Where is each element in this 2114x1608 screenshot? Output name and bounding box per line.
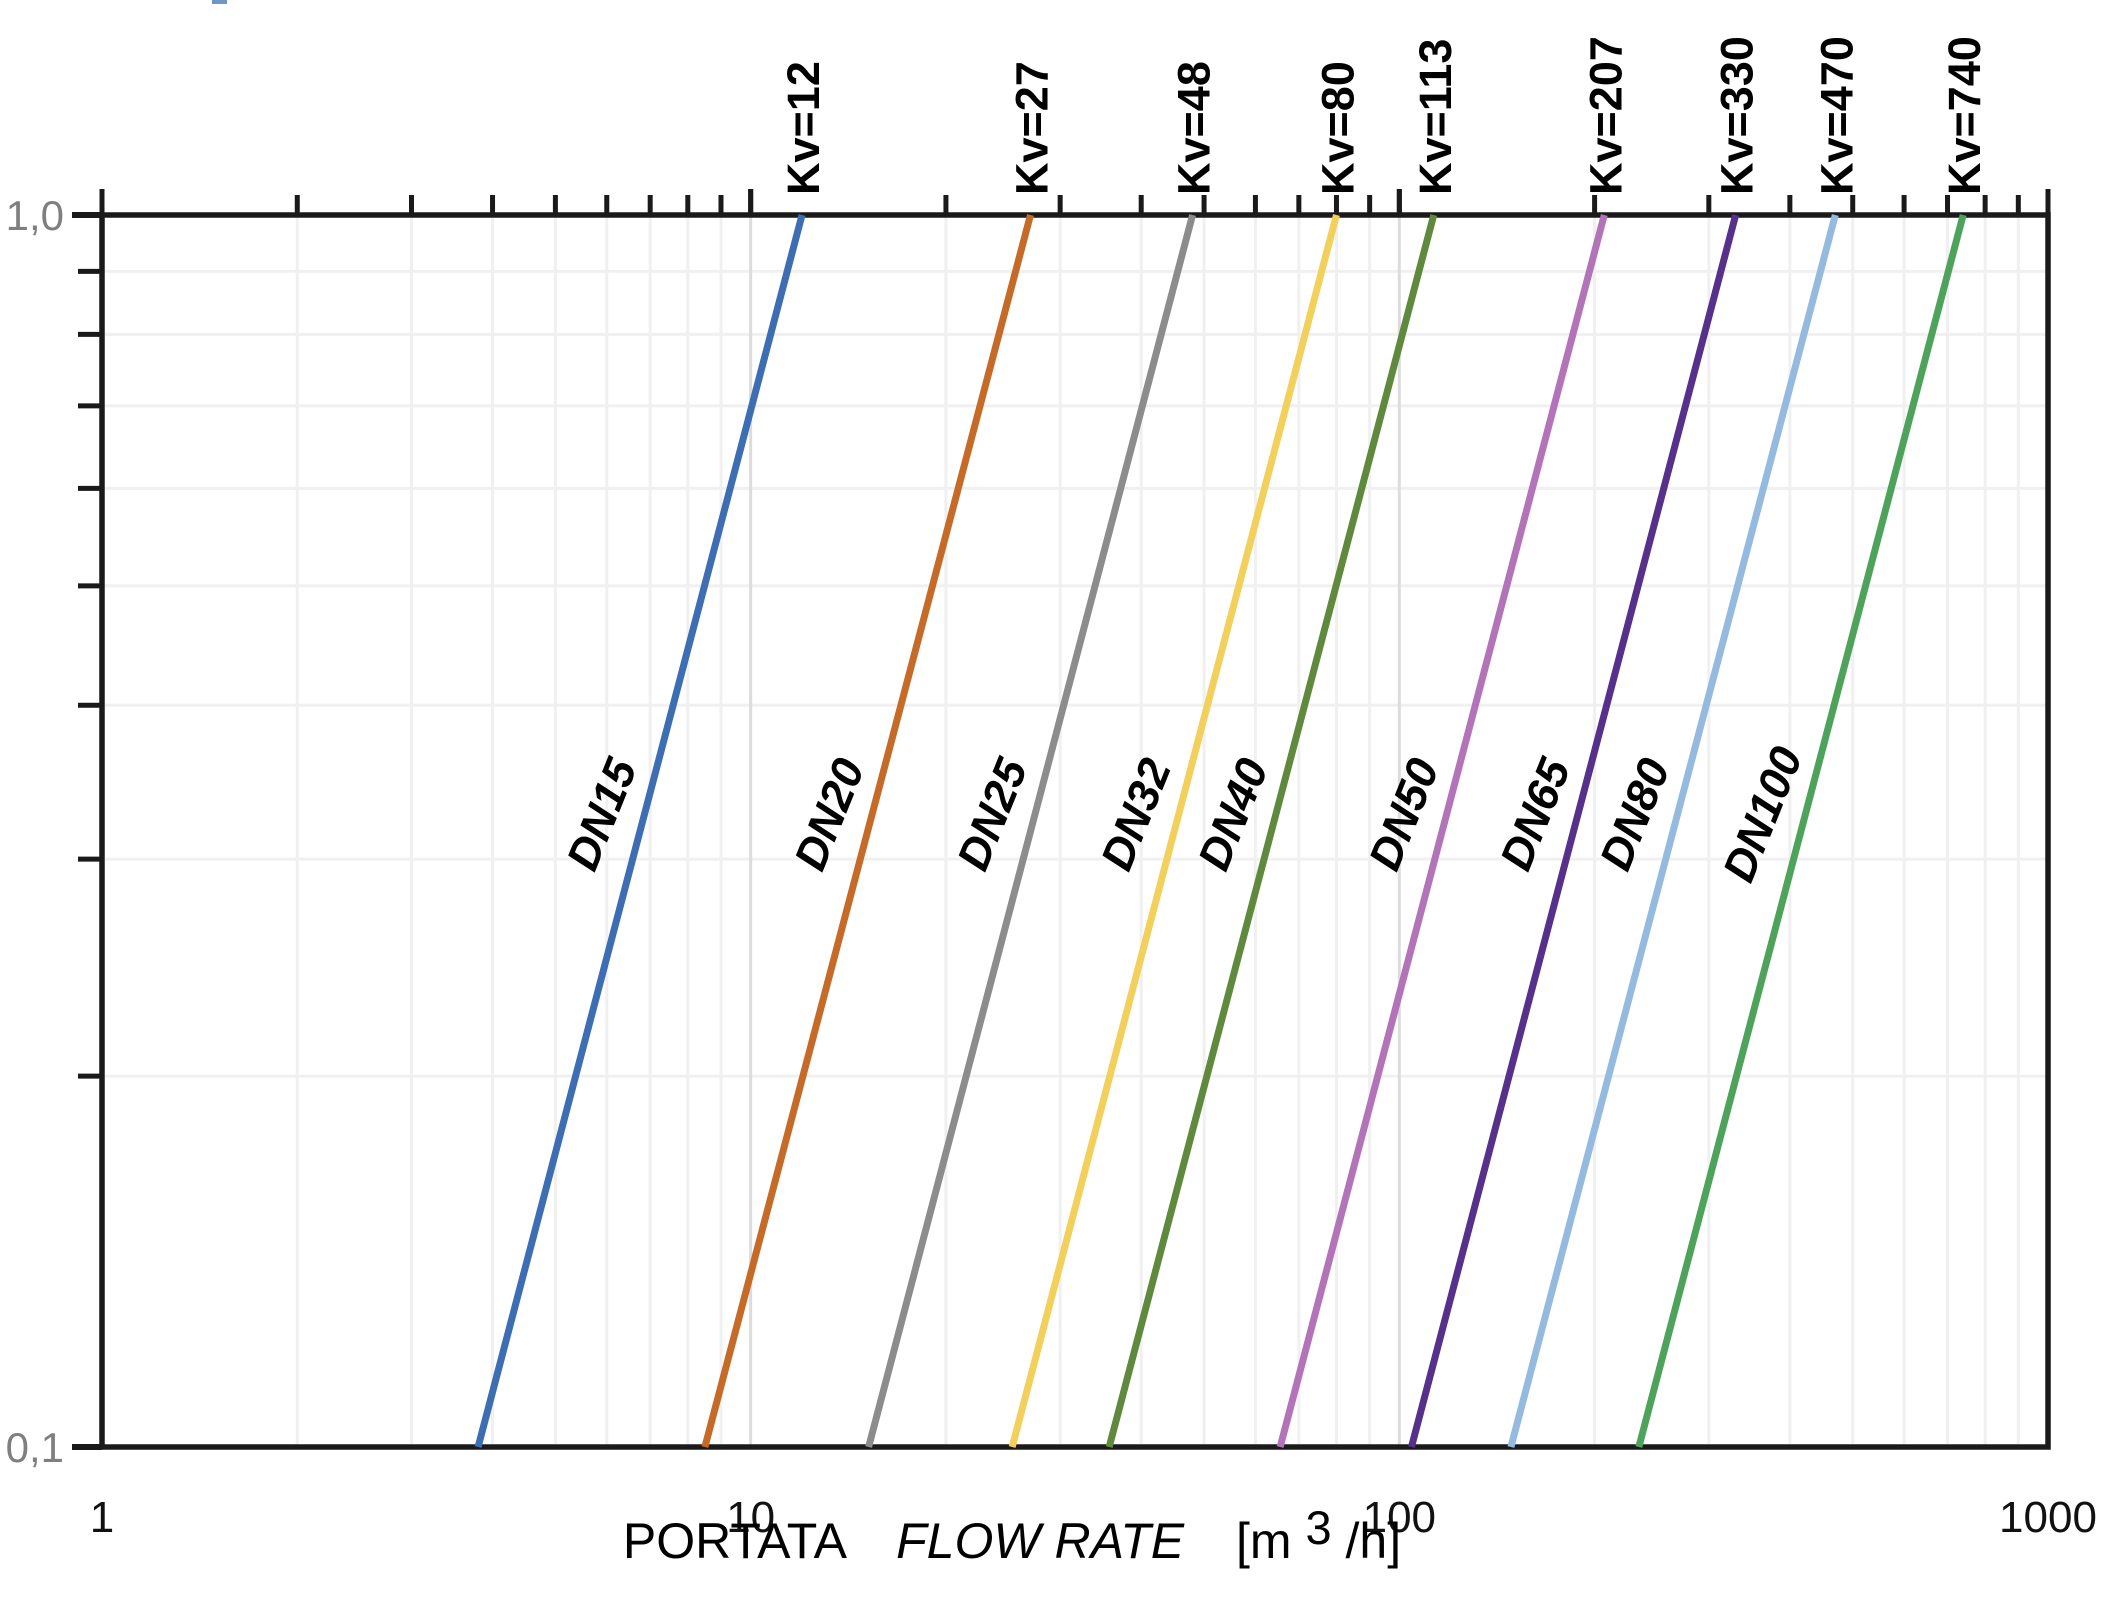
kv-label-DN100: Kv=740: [1939, 36, 1990, 195]
series-line-DN15: [474, 214, 806, 1448]
kv-label-DN80: Kv=470: [1811, 36, 1862, 195]
y-tick-label-1,0: 1,0: [6, 192, 64, 239]
series-line-DN65: [1408, 214, 1740, 1448]
axis-ticks: [72, 189, 2051, 1450]
x-axis-title-flow-rate: FLOW RATE: [896, 1513, 1185, 1569]
series-line-DN50: [1276, 214, 1608, 1448]
kv-label-DN20: Kv=27: [1006, 61, 1057, 195]
y-tick-label-0,1: 0,1: [6, 1424, 64, 1471]
clipped-logo-fragment: [212, 0, 227, 4]
dn-label-DN100: DN100: [1713, 740, 1813, 889]
series-lines: [474, 214, 1967, 1448]
series-line-DN20: [701, 214, 1034, 1448]
kv-label-DN25: Kv=48: [1169, 61, 1220, 195]
x-tick-label-10: 10: [726, 1493, 775, 1542]
x-tick-label-1000: 1000: [1999, 1493, 2097, 1542]
x-axis-title-unit-pre: [m: [1236, 1513, 1292, 1569]
series-line-DN100: [1635, 214, 1967, 1448]
plot-border: [99, 212, 2051, 1450]
kv-label-DN65: Kv=330: [1712, 36, 1763, 195]
x-axis-title-unit-sup: 3: [1305, 1501, 1331, 1554]
kv-label-DN15: Kv=12: [778, 61, 829, 195]
kv-label-DN50: Kv=207: [1580, 36, 1631, 195]
x-axis-title-unit-post: /h]: [1346, 1513, 1402, 1569]
x-axis-title-portata: PORTATA: [623, 1513, 848, 1569]
tick-labels: 1 10 100 1000 1,0 0,1: [6, 192, 2097, 1542]
x-axis-title: PORTATA FLOW RATE [m 3 /h]: [623, 1499, 1401, 1569]
plot-area-border: [99, 212, 2051, 1450]
kv-label-DN32: Kv=80: [1312, 61, 1363, 195]
series-labels: DN15 DN20 DN25 DN32 DN40 DN50 DN65 DN80 DN100: [556, 740, 1812, 889]
kv-labels: Kv=12 Kv=27 Kv=48 Kv=80 Kv=113 Kv=207 Kv=330 Kv…: [778, 36, 1990, 195]
x-tick-label-1: 1: [90, 1493, 114, 1542]
series-line-DN25: [865, 214, 1196, 1448]
kv-label-DN40: Kv=113: [1410, 39, 1461, 195]
series-line-DN40: [1105, 214, 1438, 1448]
series-line-DN32: [1008, 214, 1340, 1448]
x-tick-label-100: 100: [1363, 1493, 1436, 1542]
series-line-DN80: [1507, 214, 1839, 1448]
